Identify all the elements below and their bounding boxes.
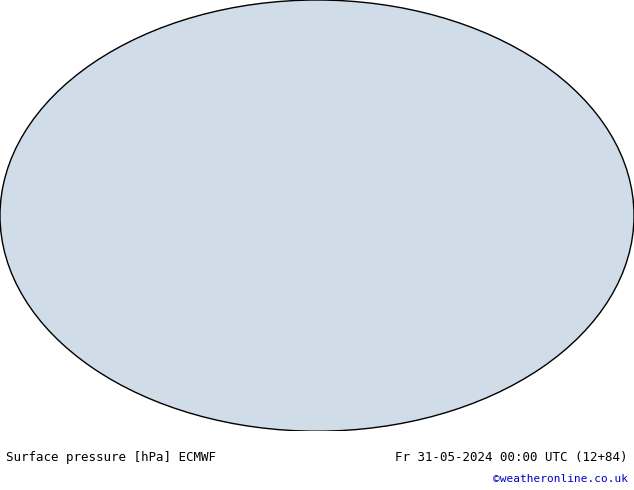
Text: Fr 31-05-2024 00:00 UTC (12+84): Fr 31-05-2024 00:00 UTC (12+84) [395,451,628,464]
Text: ©weatheronline.co.uk: ©weatheronline.co.uk [493,474,628,484]
Text: Surface pressure [hPa] ECMWF: Surface pressure [hPa] ECMWF [6,451,216,464]
Ellipse shape [0,0,634,431]
